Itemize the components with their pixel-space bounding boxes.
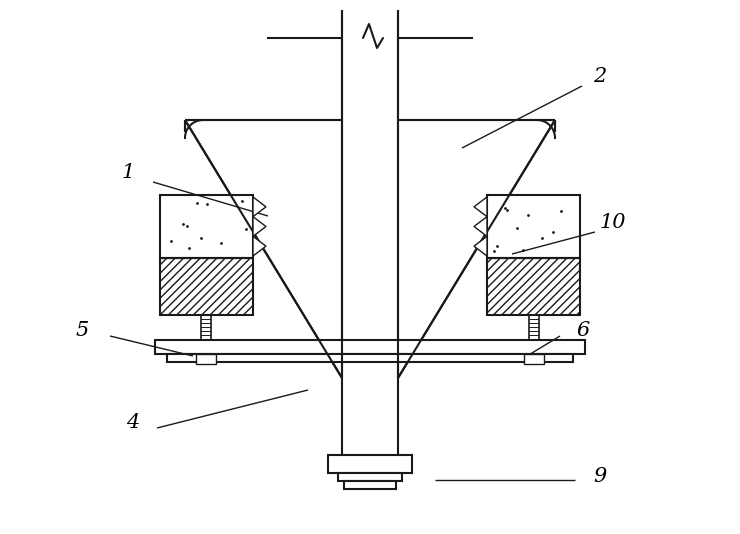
Text: 1: 1 [121,163,135,183]
Polygon shape [253,197,266,217]
Text: 4: 4 [127,412,140,431]
Text: 6: 6 [576,320,590,340]
Bar [487,258,580,315]
Bar [344,481,396,489]
Text: 10: 10 [599,214,626,232]
Polygon shape [185,120,555,378]
Polygon shape [474,237,487,256]
Polygon shape [474,217,487,237]
Bar [524,354,544,364]
Bar [487,195,580,258]
Text: 5: 5 [75,320,89,340]
Text: 2: 2 [593,67,607,87]
Bar [167,354,573,362]
Bar [160,195,253,258]
Bar [160,258,253,315]
Bar [328,455,412,473]
Bar [338,473,402,481]
Bar [196,354,216,364]
Bar [155,340,585,354]
Polygon shape [253,217,266,237]
Polygon shape [253,237,266,256]
Text: 9: 9 [593,467,607,486]
Polygon shape [474,197,487,217]
